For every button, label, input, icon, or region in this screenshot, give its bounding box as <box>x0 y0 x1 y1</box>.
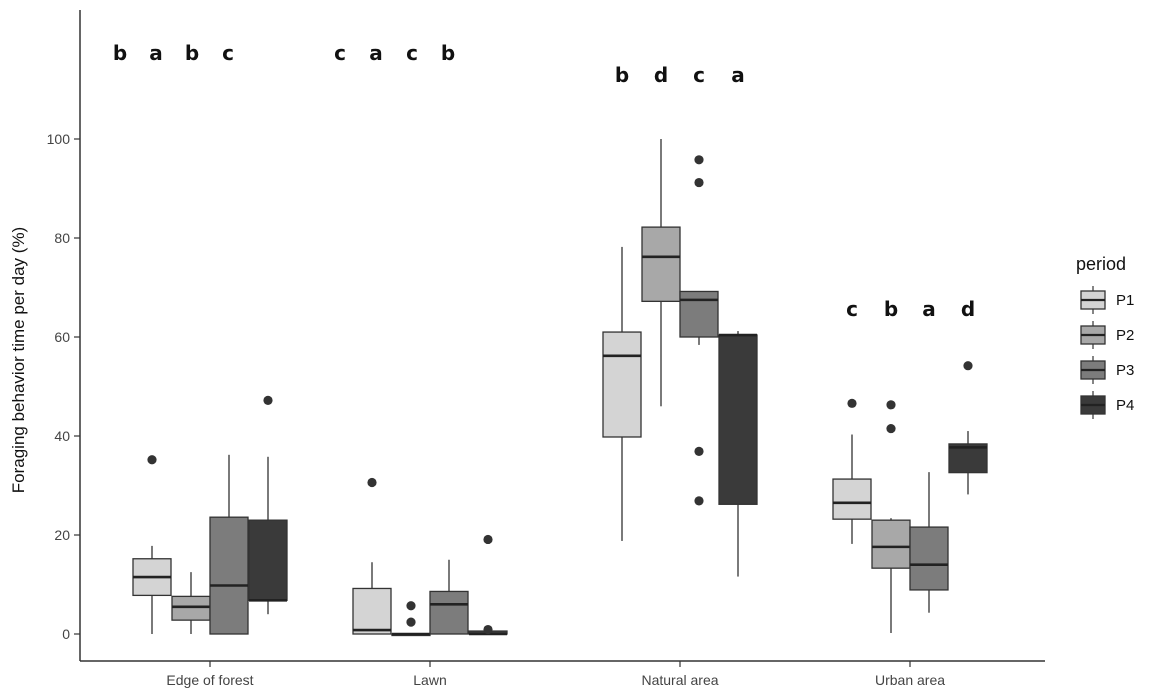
legend-item-p2: P2 <box>1080 321 1134 349</box>
outlier-point <box>694 155 704 165</box>
legend-label-p1: P1 <box>1116 292 1134 309</box>
letter-lawn-p4: b <box>441 41 455 65</box>
letter-lawn-p3: c <box>406 41 418 65</box>
outlier-point <box>694 177 704 188</box>
outlier-point <box>147 455 157 465</box>
box-lawn-p2 <box>391 601 431 637</box>
letter-lawn-p1: c <box>334 41 346 65</box>
outlier-point <box>483 624 493 635</box>
box-edge-of-forest-p4 <box>248 395 288 615</box>
y-tick-label-60: 60 <box>54 329 70 345</box>
box-edge-of-forest-p2 <box>171 572 211 634</box>
box-edge-of-forest-p3 <box>209 454 249 635</box>
outlier-point <box>483 534 493 545</box>
outlier-point <box>963 361 973 371</box>
outlier-point <box>694 446 704 456</box>
box-body <box>602 331 642 438</box>
outlier-point <box>367 477 377 488</box>
letter-edge-of-forest-p3: b <box>185 41 199 65</box>
legend-label-p3: P3 <box>1116 362 1134 379</box>
legend: period P1 P2 P3 P4 <box>1076 254 1134 419</box>
outlier-point <box>406 617 416 627</box>
box-urban-area-p3 <box>909 472 949 613</box>
letter-lawn-p2: a <box>369 41 383 65</box>
box-body <box>209 516 249 635</box>
box-urban-area-p1 <box>832 398 872 544</box>
x-tick-label-lawn: Lawn <box>413 672 446 688</box>
box-lawn-p3 <box>429 559 469 635</box>
box-body <box>171 595 211 621</box>
box-urban-area-p2 <box>871 400 911 634</box>
x-tick-label-urban-area: Urban area <box>875 672 945 688</box>
box-natural-area-p1 <box>602 246 642 541</box>
box-lawn-p4 <box>468 534 508 636</box>
x-tick-label-edge-of-forest: Edge of forest <box>166 672 253 688</box>
letter-urban-area-p2: b <box>884 297 898 321</box>
box-body <box>832 478 872 520</box>
outlier-point <box>263 395 273 405</box>
y-tick-label-100: 100 <box>47 131 71 147</box>
letter-natural-area-p4: a <box>731 63 745 87</box>
box-natural-area-p4 <box>718 331 758 577</box>
box-body <box>909 526 949 591</box>
box-body <box>352 587 392 635</box>
legend-item-p4: P4 <box>1080 391 1134 419</box>
y-tick-label-20: 20 <box>54 527 70 543</box>
box-body <box>429 590 469 635</box>
outlier-point <box>694 496 704 506</box>
x-tick-label-natural-area: Natural area <box>641 672 718 688</box>
box-body <box>718 334 758 505</box>
legend-label-p4: P4 <box>1116 397 1134 414</box>
box-edge-of-forest-p1 <box>132 455 172 634</box>
letter-edge-of-forest-p1: b <box>113 41 127 65</box>
outlier-point <box>886 423 896 434</box>
letter-natural-area-p3: c <box>693 63 705 87</box>
letter-edge-of-forest-p4: c <box>222 41 234 65</box>
axis-ticks: 0 20 40 60 80 100 Edge of forest Lawn Natural ar… <box>47 131 946 688</box>
box-body <box>641 226 681 303</box>
box-natural-area-p3 <box>679 155 719 506</box>
legend-title: period <box>1076 254 1126 274</box>
y-tick-label-40: 40 <box>54 428 70 444</box>
axes: Foraging behavior time per day (%) <box>9 10 1045 662</box>
box-body <box>679 290 719 338</box>
box-urban-area-p4 <box>948 361 988 495</box>
letter-urban-area-p1: c <box>846 297 858 321</box>
letter-edge-of-forest-p2: a <box>149 41 163 65</box>
y-tick-label-0: 0 <box>62 626 70 642</box>
letter-urban-area-p4: d <box>961 297 975 321</box>
box-body <box>871 519 911 569</box>
letter-natural-area-p2: d <box>654 63 668 87</box>
significance-letters: b a b c c a c bb d c ac b a d <box>113 41 975 321</box>
letter-urban-area-p3: a <box>922 297 936 321</box>
outlier-point <box>847 398 857 408</box>
legend-item-p1: P1 <box>1080 286 1134 314</box>
y-tick-label-80: 80 <box>54 230 70 246</box>
boxes <box>132 139 988 637</box>
outlier-point <box>406 601 416 611</box>
box-body <box>948 443 988 474</box>
y-axis-title: Foraging behavior time per day (%) <box>9 227 28 493</box>
box-body <box>248 519 288 601</box>
legend-item-p3: P3 <box>1080 356 1134 384</box>
letter-natural-area-p1: b <box>615 63 629 87</box>
box-natural-area-p2 <box>641 139 681 407</box>
box-lawn-p1 <box>352 477 392 635</box>
outlier-point <box>886 400 896 410</box>
legend-label-p2: P2 <box>1116 327 1134 344</box>
